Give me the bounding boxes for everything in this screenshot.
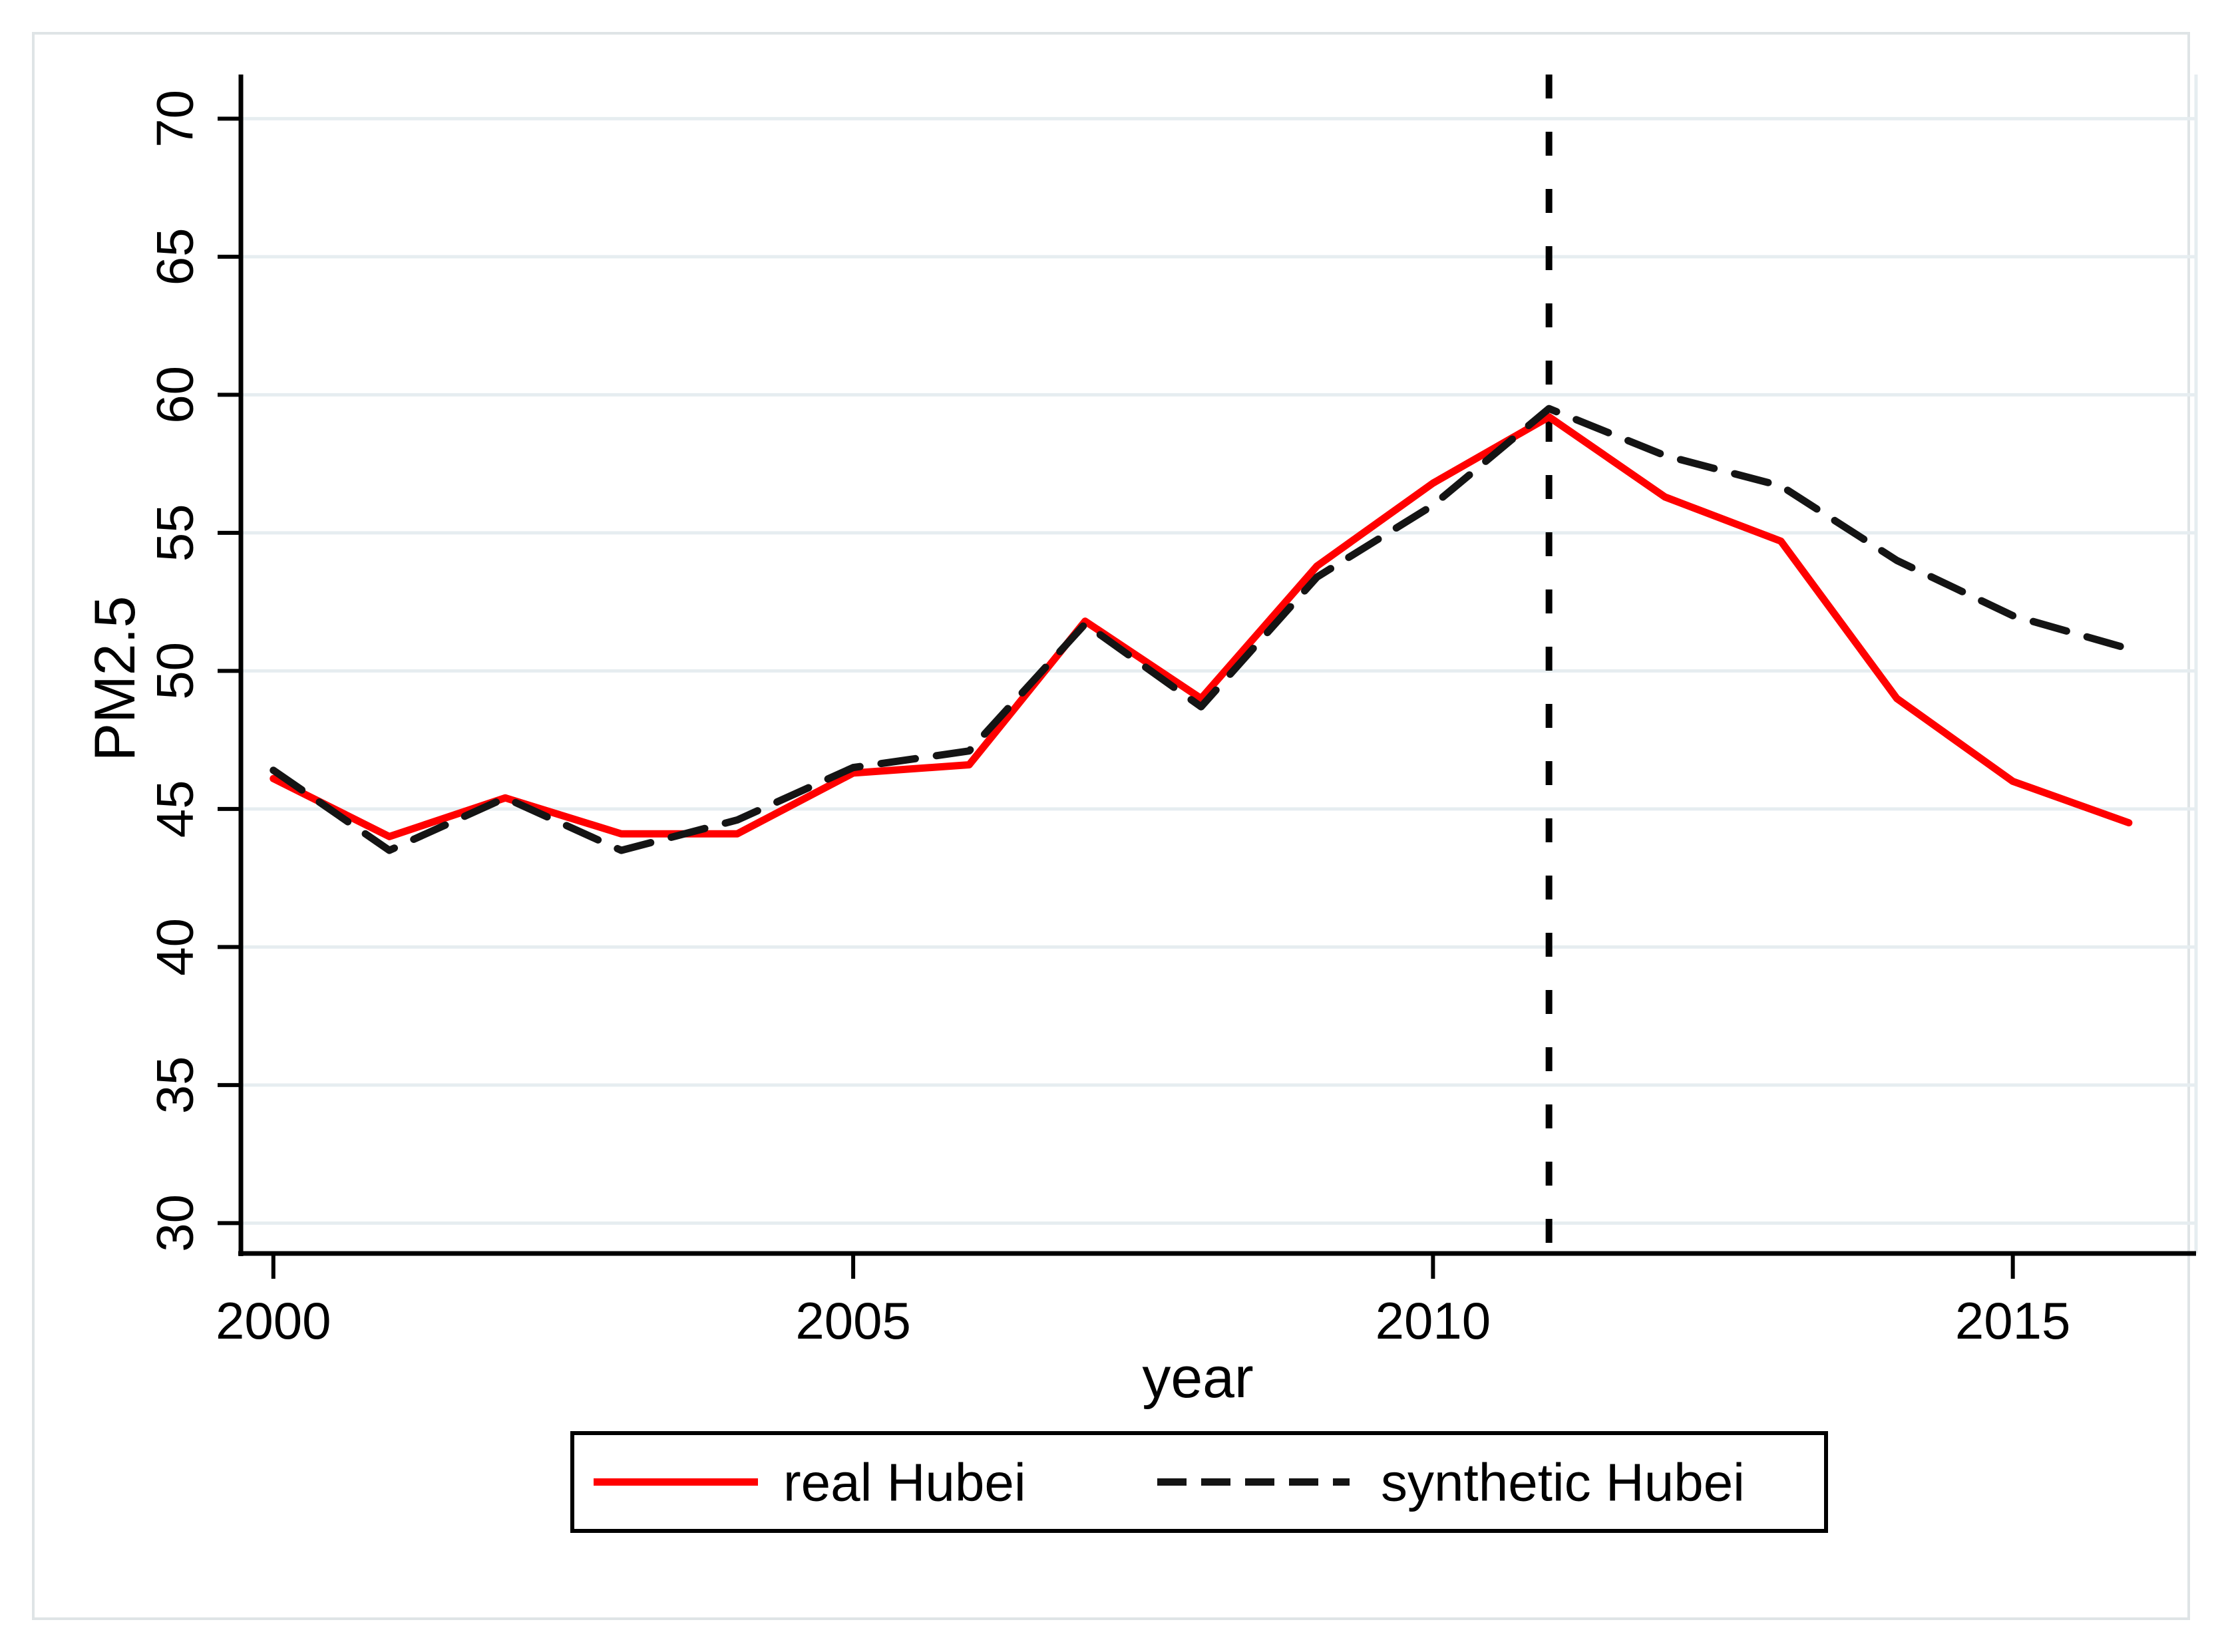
y-tick-label-50: 50 — [145, 642, 204, 700]
legend-label-synthetic-hubei: synthetic Hubei — [1381, 1453, 1745, 1512]
y-tick-label-70: 70 — [145, 90, 204, 148]
y-tick-label-65: 65 — [145, 228, 204, 286]
x-tick-label-2010: 2010 — [1376, 1291, 1491, 1350]
y-tick-label-60: 60 — [145, 366, 204, 424]
y-tick-label-55: 55 — [145, 504, 204, 562]
x-tick-label-2005: 2005 — [795, 1291, 911, 1350]
y-tick-label-30: 30 — [145, 1194, 204, 1252]
synthetic-hubei-line — [270, 405, 2133, 854]
x-axis-title: year — [1142, 1346, 1253, 1410]
y-tick-label-45: 45 — [145, 780, 204, 838]
x-tick-label-2015: 2015 — [1955, 1291, 2071, 1350]
y-axis-title: PM2.5 — [83, 596, 147, 762]
figure-frame — [32, 32, 2190, 1620]
x-tick-label-2000: 2000 — [216, 1291, 331, 1350]
legend-box — [570, 1431, 1828, 1533]
legend-label-real-hubei: real Hubei — [783, 1453, 1026, 1512]
real-hubei-line — [270, 413, 2133, 840]
y-tick-label-35: 35 — [145, 1056, 204, 1114]
y-tick-label-40: 40 — [145, 918, 204, 976]
